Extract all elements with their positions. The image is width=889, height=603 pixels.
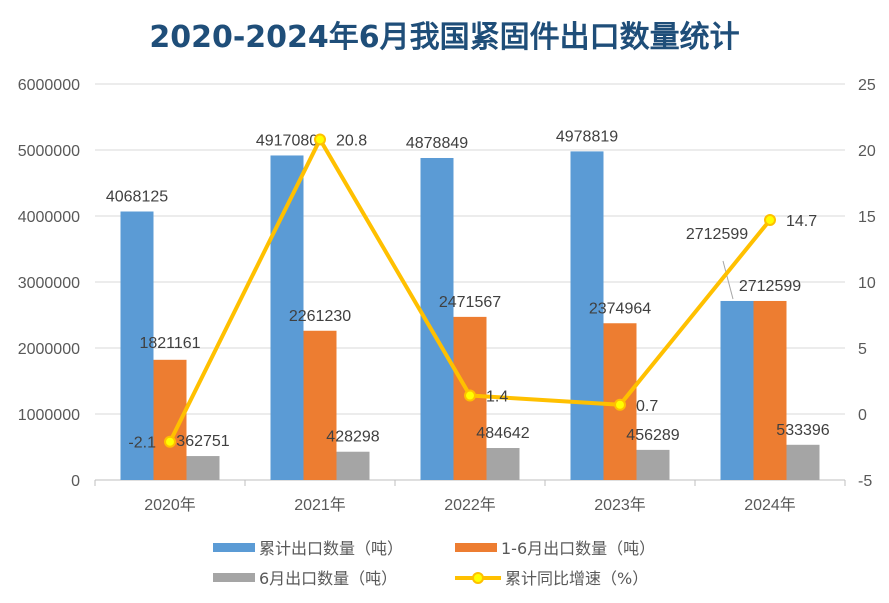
legend-swatch <box>455 543 497 552</box>
legend-marker <box>472 572 484 584</box>
bar-data-label: 362751 <box>176 433 229 450</box>
line-data-label: 0.7 <box>636 398 658 415</box>
right-tick-label: 5 <box>858 341 867 358</box>
bar-3 <box>786 444 820 480</box>
line-data-label: 1.4 <box>486 389 508 406</box>
x-tick-label: 2023年 <box>594 496 646 514</box>
growth-point <box>764 213 776 226</box>
bar-data-label: 4917080 <box>256 132 318 149</box>
bar-3 <box>636 449 670 480</box>
left-tick-label: 2000000 <box>18 341 80 358</box>
bar-data-label: 533396 <box>776 422 829 439</box>
growth-point <box>164 435 176 448</box>
legend-label: 6月出口数量（吨） <box>259 569 397 588</box>
bar-data-label: 2261230 <box>289 308 351 325</box>
bar-1 <box>720 300 754 480</box>
bar-data-label: 456289 <box>626 427 679 444</box>
bar-3 <box>336 451 370 480</box>
left-tick-label: 5000000 <box>18 143 80 160</box>
legend-label: 累计出口数量（吨） <box>259 539 403 558</box>
bar-2 <box>753 300 787 480</box>
right-tick-label: 25 <box>858 77 876 94</box>
left-tick-label: 0 <box>71 473 80 490</box>
left-tick-label: 6000000 <box>18 77 80 94</box>
chart-title: 2020-2024年6月我国紧固件出口数量统计 <box>149 20 740 55</box>
growth-point <box>464 389 476 402</box>
bar-data-label: 4068125 <box>106 189 168 206</box>
leader-line <box>722 260 734 300</box>
bar-1 <box>120 211 154 480</box>
bar-data-label: 4878849 <box>406 135 468 152</box>
bar-2 <box>303 330 337 480</box>
line-data-label: 20.8 <box>336 132 367 149</box>
left-tick-label: 4000000 <box>18 209 80 226</box>
right-tick-label: 20 <box>858 143 876 160</box>
bar-3 <box>486 448 520 480</box>
bar-data-label: 2471567 <box>439 294 501 311</box>
right-tick-label: 15 <box>858 209 876 226</box>
growth-point <box>314 133 326 146</box>
right-tick-label: -5 <box>858 473 872 490</box>
legend-swatch <box>213 543 255 552</box>
right-tick-label: 0 <box>858 407 867 424</box>
x-tick-label: 2024年 <box>744 496 796 514</box>
legend-label: 累计同比增速（%） <box>505 569 648 588</box>
bar-3 <box>186 456 220 480</box>
x-tick-label: 2022年 <box>444 496 496 514</box>
left-tick-label: 3000000 <box>18 275 80 292</box>
x-tick-label: 2021年 <box>294 496 346 514</box>
bar-data-label: 2712599 <box>686 226 748 243</box>
bar-data-label: 484642 <box>476 425 529 442</box>
bar-data-label: 2712599 <box>739 278 801 295</box>
x-tick-label: 2020年 <box>144 496 196 514</box>
legend-swatch <box>213 573 255 582</box>
right-tick-label: 10 <box>858 275 876 292</box>
bar-data-label: 4978819 <box>556 128 618 145</box>
legend-label: 1-6月出口数量（吨） <box>501 539 655 558</box>
bar-data-label: 2374964 <box>589 300 651 317</box>
line-data-label: 14.7 <box>786 213 817 230</box>
left-tick-label: 1000000 <box>18 407 80 424</box>
bar-data-label: 428298 <box>326 429 379 446</box>
bar-1 <box>570 151 604 480</box>
bar-data-label: 1821161 <box>139 335 200 352</box>
line-data-label: -2.1 <box>128 435 156 452</box>
growth-point <box>614 398 626 411</box>
